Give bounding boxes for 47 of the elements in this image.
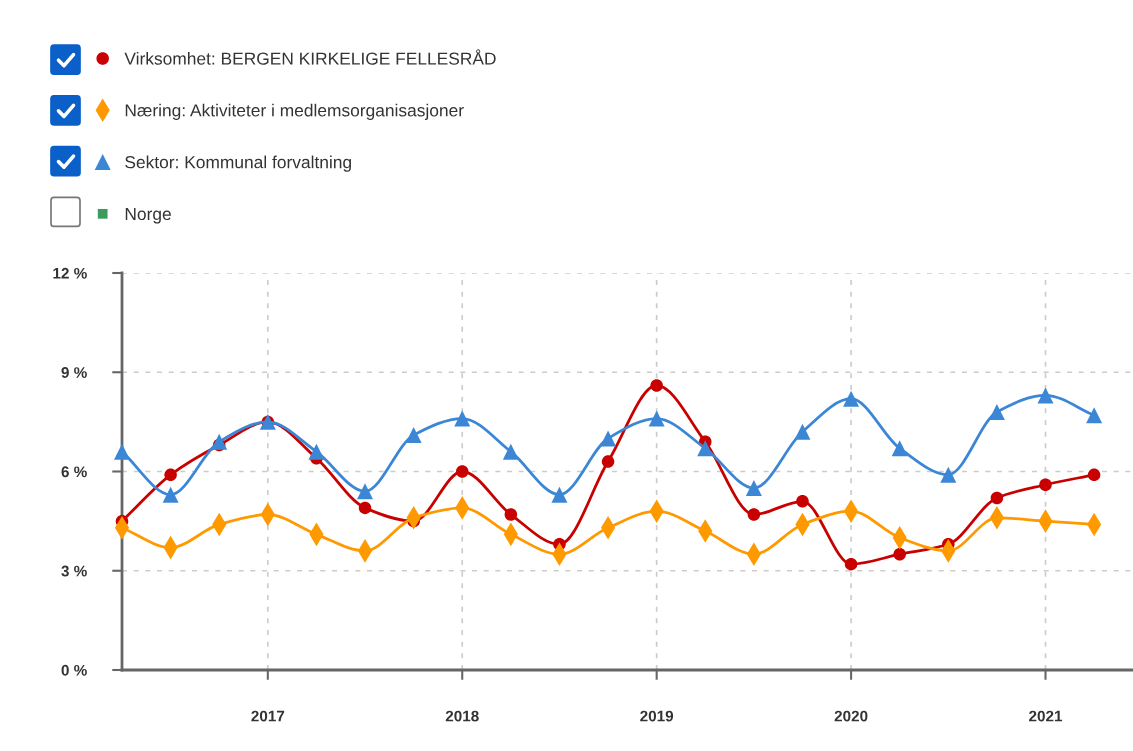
point (796, 495, 809, 508)
x-tick-label: 2021 (1029, 710, 1063, 722)
y-tick-label: 12 % (53, 267, 87, 279)
legend-label: Norge (125, 207, 171, 224)
x-tick-label: 2018 (445, 710, 479, 722)
point (600, 430, 617, 447)
point (1039, 478, 1052, 491)
point (844, 557, 858, 571)
point (551, 486, 568, 503)
legend-label: Sektor: Kommunal forvaltning (125, 155, 351, 172)
point (891, 440, 908, 457)
point (940, 466, 957, 483)
point (211, 433, 228, 450)
point (358, 501, 372, 515)
point (794, 423, 811, 440)
point (357, 483, 374, 500)
x-tick-label: 2017 (251, 710, 285, 722)
point (164, 468, 177, 482)
point (843, 390, 860, 407)
point (114, 443, 130, 460)
point (1086, 407, 1103, 424)
point (1087, 468, 1101, 482)
point (745, 480, 762, 497)
point (405, 427, 422, 444)
point (504, 508, 518, 521)
y-tick-label: 3 % (61, 565, 87, 577)
point (1037, 387, 1054, 404)
point (650, 379, 663, 392)
point (308, 443, 325, 460)
point (893, 547, 906, 561)
point (162, 486, 179, 503)
x-tick-label: 2019 (640, 710, 674, 722)
legend-label: Næring: Aktiviteter i medlemsorganisasjoner (125, 103, 464, 120)
y-tick-label: 0 % (61, 664, 87, 676)
y-tick-label: 9 % (61, 367, 87, 378)
point (697, 440, 714, 457)
point (988, 403, 1005, 420)
point (990, 491, 1004, 505)
point (502, 443, 519, 460)
y-tick-label: 6 % (61, 466, 87, 478)
point (747, 508, 761, 521)
x-tick-label: 2020 (834, 710, 868, 722)
point (648, 410, 665, 427)
point (455, 465, 469, 478)
point (601, 455, 615, 468)
legend-label: Virksomhet: BERGEN KIRKELIGE FELLESRÅD (124, 49, 496, 65)
point (454, 410, 471, 427)
